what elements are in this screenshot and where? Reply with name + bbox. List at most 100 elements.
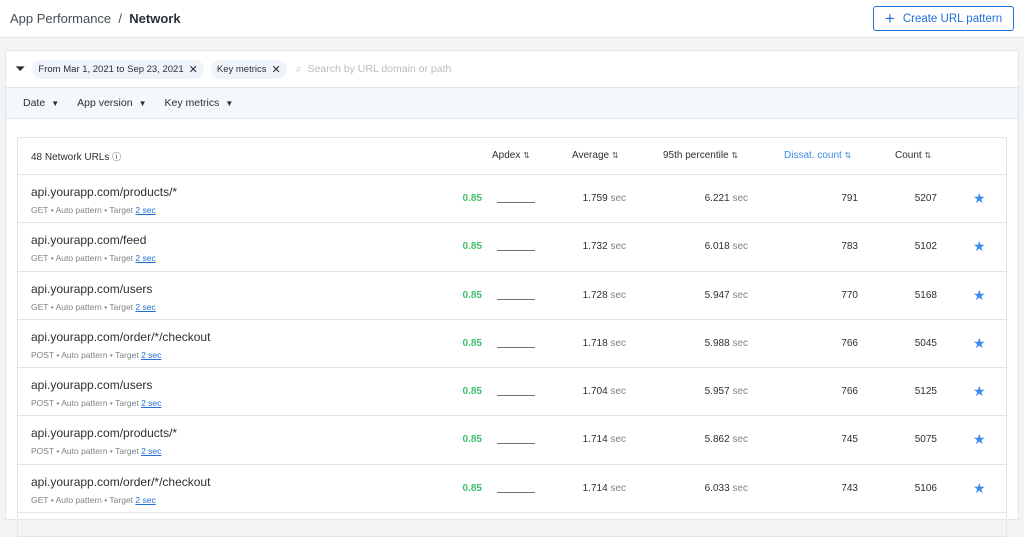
count-value: 5168 <box>914 289 937 301</box>
caret-down-icon: ▼ <box>225 99 234 108</box>
target-link[interactable]: 2 sec <box>135 494 156 505</box>
url-link[interactable]: api.yourapp.com/users <box>31 378 153 393</box>
count-value: 5102 <box>914 241 937 253</box>
p95-value: 5.988 sec <box>704 337 748 349</box>
apdex-sparkline <box>497 250 535 252</box>
filter-chip-key-metrics[interactable]: Key metrics ✕ <box>210 59 287 79</box>
apdex-value: 0.85 <box>462 434 482 446</box>
dissat-count-value: 770 <box>841 289 858 301</box>
close-icon[interactable]: ✕ <box>188 63 198 76</box>
url-meta: POST • Auto pattern • Target 2 sec <box>31 398 162 409</box>
column-apdex[interactable]: Apdex ⇅ <box>492 150 530 161</box>
column-average[interactable]: Average ⇅ <box>572 150 619 161</box>
info-icon[interactable]: ⓘ <box>112 152 122 162</box>
filter-icon[interactable]: ⏷ <box>15 61 26 76</box>
url-link[interactable]: api.yourapp.com/products/* <box>31 185 178 199</box>
apdex-value: 0.85 <box>462 482 482 494</box>
search-placeholder: Search by URL domain or path <box>307 63 452 75</box>
target-link[interactable]: 2 sec <box>135 301 156 312</box>
apdex-value: 0.85 <box>462 193 482 204</box>
p95-value: 6.221 sec <box>704 193 748 204</box>
apdex-sparkline <box>497 202 535 203</box>
apdex-value: 0.85 <box>462 386 482 398</box>
breadcrumb-separator: / <box>118 11 123 26</box>
date-dropdown[interactable]: Date ▼ <box>23 97 60 109</box>
apdex-value: 0.85 <box>462 289 482 301</box>
create-url-pattern-button[interactable]: + Create URL pattern <box>873 6 1014 31</box>
average-value: 1.759 sec <box>582 193 626 204</box>
url-meta: GET • Auto pattern • Target 2 sec <box>31 253 156 264</box>
breadcrumb-parent[interactable]: App Performance <box>10 11 112 26</box>
table-row[interactable]: api.yourapp.com/feed GET • Auto pattern … <box>18 223 1006 272</box>
star-icon[interactable]: ★ <box>973 383 986 400</box>
url-link[interactable]: api.yourapp.com/users <box>31 281 153 296</box>
network-urls-table: 48 Network URLs ⓘ Apdex ⇅ Average ⇅ 95th… <box>17 137 1007 537</box>
top-bar: App Performance / Network + Create URL pa… <box>0 0 1024 38</box>
app-version-dropdown[interactable]: App version ▼ <box>77 97 147 109</box>
caret-down-icon: ▼ <box>51 99 60 108</box>
target-link[interactable]: 2 sec <box>141 446 162 457</box>
p95-value: 5.957 sec <box>704 386 748 398</box>
url-meta: POST • Auto pattern • Target 2 sec <box>31 446 162 457</box>
url-link[interactable]: api.yourapp.com/order/*/checkout <box>31 329 211 344</box>
table-row[interactable]: api.yourapp.com/order/*/checkout POST • … <box>18 320 1006 369</box>
table-title: 48 Network URLs ⓘ <box>31 152 122 163</box>
star-icon[interactable]: ★ <box>973 286 986 303</box>
close-icon[interactable]: ✕ <box>271 63 281 76</box>
caret-down-icon: ▼ <box>138 99 147 108</box>
breadcrumb-current: Network <box>129 11 181 26</box>
search-icon: ⌕ <box>295 62 302 75</box>
p95-value: 6.033 sec <box>704 482 748 494</box>
star-icon[interactable]: ★ <box>973 238 986 255</box>
column-dissat-count[interactable]: Dissat. count ⇅ <box>784 150 852 161</box>
sort-icon: ⇅ <box>731 151 739 160</box>
p95-value: 5.947 sec <box>704 289 748 301</box>
chip-label: Key metrics <box>216 63 267 75</box>
average-value: 1.714 sec <box>582 482 626 494</box>
target-link[interactable]: 2 sec <box>135 253 156 264</box>
key-metrics-dropdown[interactable]: Key metrics ▼ <box>164 97 234 109</box>
filter-chip-date[interactable]: From Mar 1, 2021 to Sep 23, 2021 ✕ <box>32 59 204 79</box>
count-value: 5106 <box>914 482 937 494</box>
dissat-count-value: 783 <box>841 241 858 253</box>
p95-value: 5.862 sec <box>704 434 748 446</box>
star-icon[interactable]: ★ <box>973 431 986 448</box>
dissat-count-value: 745 <box>841 434 858 446</box>
target-link[interactable]: 2 sec <box>141 398 162 409</box>
sort-icon: ⇅ <box>924 151 932 160</box>
url-link[interactable]: api.yourapp.com/order/*/checkout <box>31 474 211 489</box>
column-95th-percentile[interactable]: 95th percentile ⇅ <box>663 150 739 161</box>
count-value: 5207 <box>914 193 937 204</box>
column-count[interactable]: Count ⇅ <box>895 150 932 161</box>
url-link[interactable]: api.yourapp.com/feed <box>31 233 147 248</box>
star-icon[interactable]: ★ <box>973 190 986 206</box>
average-value: 1.732 sec <box>582 241 626 253</box>
network-panel: ⏷ From Mar 1, 2021 to Sep 23, 2021 ✕ Key … <box>5 50 1019 537</box>
url-meta: GET • Auto pattern • Target 2 sec <box>31 205 156 215</box>
apdex-value: 0.85 <box>462 241 482 253</box>
search-input[interactable]: ⌕ Search by URL domain or path <box>296 63 452 76</box>
url-link[interactable]: api.yourapp.com/products/* <box>31 426 178 441</box>
average-value: 1.728 sec <box>582 289 626 301</box>
dissat-count-value: 791 <box>841 193 858 204</box>
sort-icon: ⇅ <box>844 151 852 160</box>
plus-icon: + <box>884 9 895 28</box>
table-row[interactable]: api.yourapp.com/users GET • Auto pattern… <box>18 272 1006 320</box>
dropdown-bar: Date ▼ App version ▼ Key metrics ▼ <box>6 88 1018 119</box>
url-meta: GET • Auto pattern • Target 2 sec <box>31 494 156 505</box>
table-row[interactable]: api.yourapp.com/order/*/checkout GET • A… <box>18 465 1006 514</box>
table-header: 48 Network URLs ⓘ Apdex ⇅ Average ⇅ 95th… <box>18 138 1006 175</box>
sort-icon: ⇅ <box>523 151 530 160</box>
table-row[interactable]: api.yourapp.com/users POST • Auto patter… <box>18 368 1006 417</box>
dissat-count-value: 743 <box>841 482 858 494</box>
target-link[interactable]: 2 sec <box>135 205 156 215</box>
url-meta: GET • Auto pattern • Target 2 sec <box>31 301 156 312</box>
chip-label: From Mar 1, 2021 to Sep 23, 2021 <box>38 63 184 75</box>
apdex-sparkline <box>497 298 535 300</box>
star-icon[interactable]: ★ <box>973 334 986 351</box>
star-icon[interactable]: ★ <box>973 479 986 496</box>
target-link[interactable]: 2 sec <box>141 349 162 360</box>
table-row[interactable]: api.yourapp.com/products/* POST • Auto p… <box>18 416 1006 465</box>
dissat-count-value: 766 <box>841 337 858 349</box>
table-row[interactable]: api.yourapp.com/products/* GET • Auto pa… <box>18 175 1006 224</box>
